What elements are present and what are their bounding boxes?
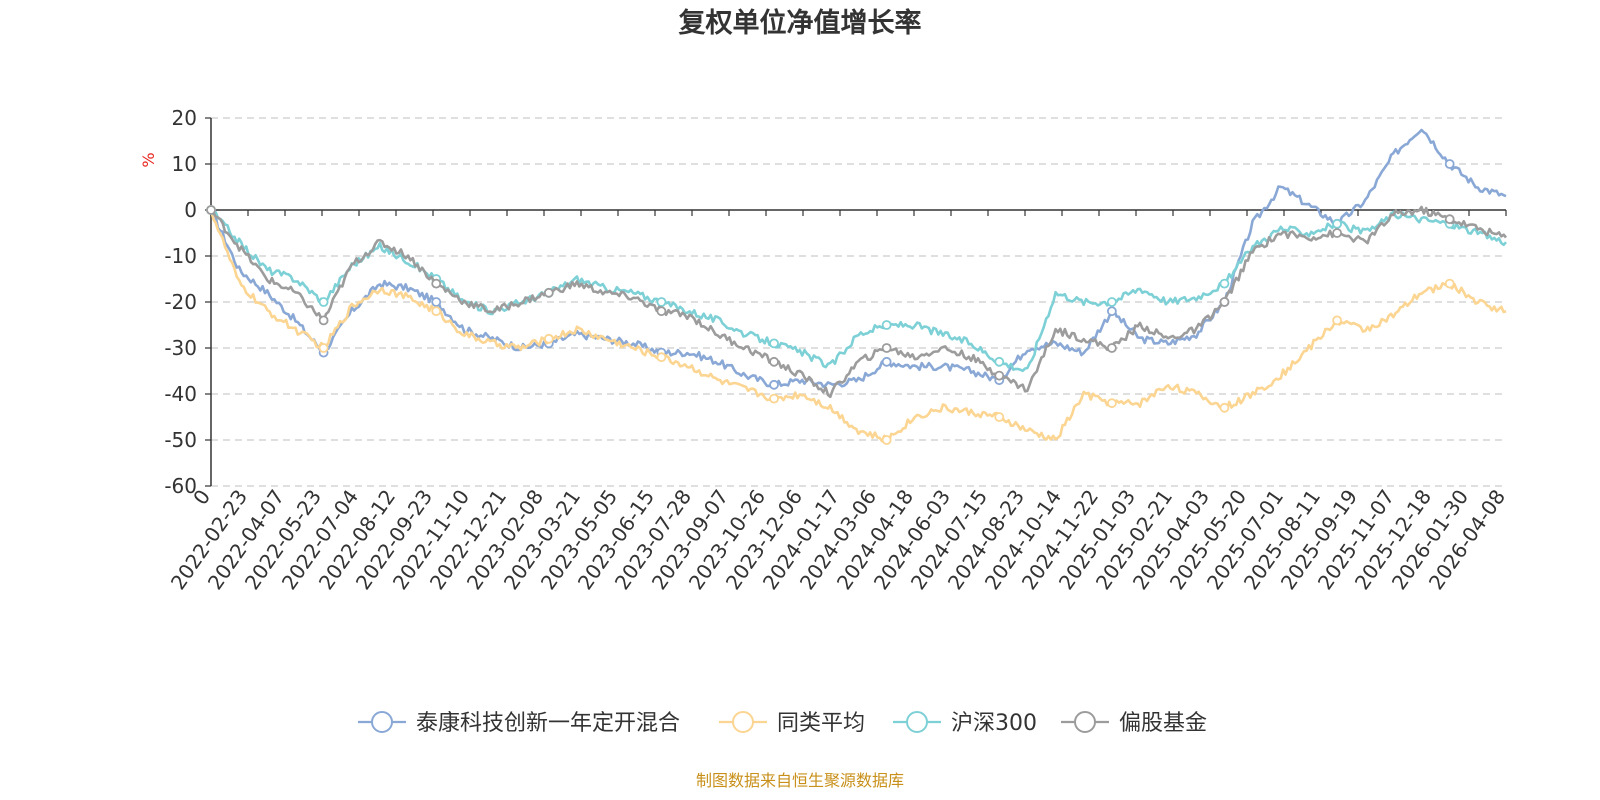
series-line-1 — [209, 209, 1507, 443]
series-marker-2 — [994, 356, 1005, 367]
chart-title: 复权单位净值增长率 — [679, 7, 922, 39]
legend-item-3: 偏股基金 — [1061, 711, 1207, 736]
y-tick-label: -40 — [164, 382, 197, 406]
y-tick-label: 20 — [172, 106, 197, 130]
series-marker-2 — [656, 297, 667, 307]
series-marker-3 — [206, 205, 216, 215]
series-marker-3 — [1444, 214, 1455, 225]
series-marker-3 — [1106, 343, 1117, 353]
series-marker-2 — [1332, 218, 1342, 229]
series-marker-1 — [431, 306, 442, 317]
series-marker-3 — [543, 287, 554, 298]
series-marker-0 — [1444, 159, 1455, 169]
legend-label: 泰康科技创新一年定开混合 — [416, 711, 680, 736]
x-axis: 02022-02-232022-04-072022-05-232022-07-0… — [166, 209, 1510, 594]
series-marker-1 — [769, 393, 779, 404]
series-marker-2 — [1219, 278, 1230, 289]
series-marker-2 — [881, 320, 892, 330]
y-tick-label: -10 — [164, 244, 197, 268]
legend: 泰康科技创新一年定开混合 同类平均 沪深300 偏股基金 — [358, 711, 1207, 736]
y-tick-label: -30 — [164, 336, 197, 360]
series-marker-3 — [656, 306, 667, 317]
y-tick-label: 0 — [184, 198, 197, 222]
legend-label: 偏股基金 — [1119, 711, 1207, 736]
series-marker-3 — [769, 356, 779, 367]
series-marker-2 — [1106, 297, 1117, 307]
series-marker-0 — [1106, 306, 1117, 317]
series-group — [206, 128, 1508, 445]
series-marker-3 — [318, 315, 329, 326]
y-tick-label: -50 — [164, 428, 197, 452]
y-axis-unit: % — [139, 152, 158, 167]
series-line-2 — [209, 209, 1507, 373]
series-marker-1 — [1332, 315, 1342, 326]
y-tick-label: 10 — [172, 152, 197, 176]
series-marker-2 — [769, 338, 779, 349]
legend-label: 同类平均 — [777, 711, 865, 736]
series-marker-0 — [881, 356, 892, 367]
series-marker-3 — [431, 278, 442, 289]
series-marker-1 — [1106, 398, 1117, 409]
series-marker-3 — [1332, 228, 1342, 238]
x-tick-label: 0 — [188, 485, 215, 509]
legend-marker — [732, 711, 754, 733]
legend-item-0: 泰康科技创新一年定开混合 — [358, 711, 680, 736]
legend-item-2: 沪深300 — [893, 711, 1037, 736]
series-marker-1 — [543, 333, 554, 344]
series-marker-3 — [1219, 297, 1230, 307]
y-axis: 20 10 0 -10 -20 -30 -40 -50 -60 — [164, 106, 212, 498]
series-marker-1 — [318, 343, 329, 353]
legend-label: 沪深300 — [951, 711, 1037, 736]
legend-marker — [371, 711, 393, 733]
series-marker-0 — [431, 297, 442, 307]
series-marker-3 — [994, 370, 1005, 381]
series-marker-0 — [769, 379, 779, 390]
legend-item-1: 同类平均 — [719, 711, 865, 736]
y-tick-label: -60 — [164, 474, 197, 498]
series-marker-3 — [881, 343, 892, 353]
legend-marker — [1074, 711, 1096, 733]
series-marker-1 — [994, 412, 1005, 422]
source-note: 制图数据来自恒生聚源数据库 — [696, 771, 904, 790]
series-marker-1 — [1444, 278, 1455, 289]
series-marker-2 — [318, 297, 329, 307]
legend-marker — [906, 711, 928, 733]
series-marker-1 — [656, 352, 667, 363]
series-line-0 — [210, 128, 1507, 389]
series-marker-1 — [1219, 402, 1230, 413]
y-tick-label: -20 — [164, 290, 197, 314]
series-line-3 — [210, 205, 1508, 399]
series-marker-1 — [881, 435, 892, 445]
